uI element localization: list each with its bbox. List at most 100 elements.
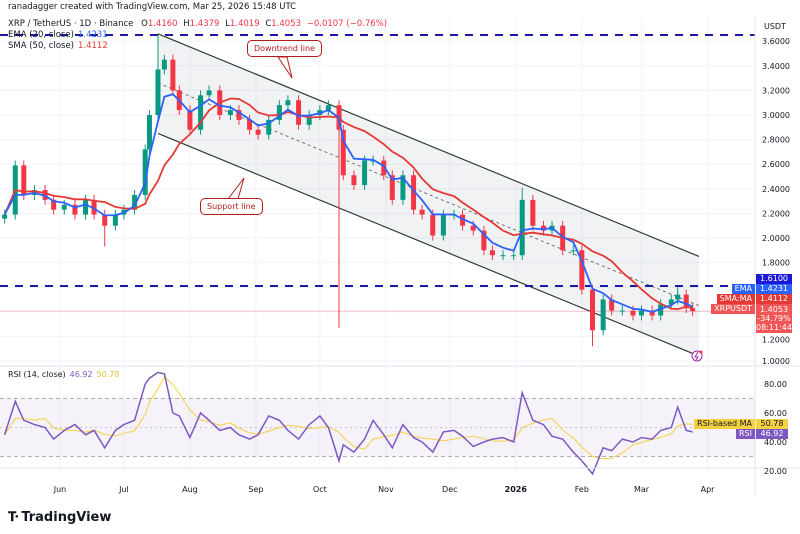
time-tick-label: Jul bbox=[118, 485, 129, 494]
price-tick-label: 3.4000 bbox=[762, 62, 790, 71]
price-tick-label: 2.6000 bbox=[762, 160, 790, 169]
lightning-icon[interactable] bbox=[691, 350, 703, 362]
candle-body bbox=[519, 199, 525, 256]
candle-body bbox=[570, 250, 576, 252]
rsi-legend[interactable]: RSI (14, close) 46.92 50.78 bbox=[8, 370, 119, 379]
price-tick-label: 2.2000 bbox=[762, 209, 790, 218]
rsi-tick-label: 20.00 bbox=[764, 467, 787, 476]
candle-body bbox=[351, 175, 357, 186]
time-tick-label: Nov bbox=[378, 485, 394, 494]
candle-body bbox=[460, 214, 466, 226]
support-callout[interactable]: Support line bbox=[200, 198, 263, 215]
ema-price-tag: 1.4231 bbox=[756, 284, 792, 294]
candle-body bbox=[132, 194, 138, 210]
candle-body bbox=[306, 115, 312, 125]
sma-value: 1.4112 bbox=[78, 41, 108, 51]
rsi-ma-value: 50.78 bbox=[96, 370, 120, 379]
candle-body bbox=[72, 204, 78, 215]
candle-body bbox=[530, 199, 536, 226]
candle-body bbox=[206, 90, 212, 96]
candle-body bbox=[91, 199, 97, 215]
support-line[interactable] bbox=[157, 132, 700, 357]
price-tick-label: 1.2000 bbox=[762, 335, 790, 344]
rsi-tag-label: RSI bbox=[736, 429, 755, 439]
candle-body bbox=[276, 105, 282, 120]
level-price-tag: 1.6100 bbox=[756, 274, 792, 284]
open-label: O bbox=[141, 19, 148, 29]
candle-body bbox=[489, 250, 495, 256]
candle-body bbox=[155, 69, 161, 115]
chart-credit: ranadagger created with TradingView.com,… bbox=[8, 2, 297, 12]
downtrend-callout[interactable]: Downtrend line bbox=[247, 40, 322, 57]
change-value: −0.0107 (−0.76%) bbox=[306, 19, 388, 29]
candle-body bbox=[638, 310, 644, 316]
percent-change: -34.79% bbox=[757, 314, 791, 323]
price-axis-unit: USDT bbox=[764, 22, 786, 31]
candle-body bbox=[142, 149, 148, 195]
sma-price-tag: 1.4112 bbox=[756, 294, 792, 304]
high-label: H bbox=[183, 19, 190, 29]
candle-body bbox=[541, 225, 547, 231]
candle-body bbox=[340, 129, 346, 176]
tradingview-logo[interactable]: 𝐓∙ TradingView bbox=[8, 510, 111, 525]
candle-body bbox=[198, 95, 204, 130]
sma-legend[interactable]: SMA (50, close) 1.4112 bbox=[8, 41, 108, 51]
close-label: C bbox=[265, 19, 272, 29]
rsi-ma-tag-label: RSI-based MA bbox=[694, 419, 755, 429]
candle-body bbox=[51, 199, 57, 210]
ema-legend[interactable]: EMA (20, close) 1.4231 bbox=[8, 30, 108, 40]
candle-body bbox=[400, 175, 406, 200]
symbol-title: XRP / TetherUS · 1D · Binance bbox=[8, 19, 134, 29]
downtrend-line[interactable] bbox=[157, 33, 700, 258]
candle-body bbox=[419, 209, 425, 215]
candle-body bbox=[649, 310, 655, 316]
candle-body bbox=[266, 119, 272, 135]
rsi-tick-label: 80.00 bbox=[764, 380, 787, 389]
time-tick-label: 2026 bbox=[505, 485, 528, 494]
symbol-legend[interactable]: XRP / TetherUS · 1D · Binance O1.4160 H1… bbox=[8, 19, 387, 29]
time-tick-label: Mar bbox=[634, 485, 650, 494]
time-axis[interactable]: Jun Jul Aug Sep Oct Nov Dec 2026 Feb Mar Apr bbox=[53, 485, 715, 494]
candle-body bbox=[579, 250, 585, 290]
time-tick-label: Jun bbox=[53, 485, 67, 494]
candle-body bbox=[325, 105, 331, 111]
candle-body bbox=[161, 59, 167, 70]
candle-body bbox=[170, 59, 176, 91]
last-price-tag: 1.4053 -34.79% 08:11:44 bbox=[756, 304, 792, 333]
price-tick-label: 3.0000 bbox=[762, 111, 790, 120]
candle-body bbox=[590, 289, 595, 331]
symbol-tag-label: XRPUSDT bbox=[711, 304, 755, 314]
rsi-tick-label: 40.00 bbox=[764, 438, 787, 447]
candle-body bbox=[389, 175, 395, 200]
sma-label: SMA (50, close) bbox=[8, 41, 74, 51]
last-price: 1.4053 bbox=[760, 305, 788, 314]
tradingview-logo-icon: 𝐓∙ bbox=[8, 510, 19, 525]
sma-tag-label: SMA:MA bbox=[716, 294, 755, 304]
ema-value: 1.4231 bbox=[77, 30, 108, 40]
candle-body bbox=[470, 225, 476, 231]
time-tick-label: Feb bbox=[575, 485, 589, 494]
candle-body bbox=[609, 299, 615, 311]
candle-body bbox=[146, 115, 152, 150]
candle-body bbox=[411, 175, 417, 210]
candle-body bbox=[227, 110, 233, 115]
candle-body bbox=[102, 214, 108, 226]
low-value: 1.4019 bbox=[229, 19, 260, 29]
candle-body bbox=[296, 100, 302, 125]
candle-body bbox=[430, 214, 436, 236]
rsi-tag: 46.92 bbox=[756, 429, 788, 439]
candle-body bbox=[619, 310, 625, 312]
candle-body bbox=[247, 119, 253, 130]
price-tick-label: 1.8000 bbox=[762, 259, 790, 268]
candle-body bbox=[500, 255, 506, 257]
high-value: 1.4379 bbox=[189, 19, 220, 29]
price-axis[interactable]: 3.6000 3.4000 3.2000 3.0000 2.8000 2.6000 2.40… bbox=[762, 37, 790, 366]
candle-body bbox=[285, 100, 291, 106]
rsi-value: 46.92 bbox=[69, 370, 93, 379]
rsi-ma-line bbox=[4, 376, 693, 460]
time-tick-label: Dec bbox=[442, 485, 457, 494]
candle-body bbox=[675, 294, 681, 300]
ema-20-line bbox=[3, 93, 693, 313]
rsi-axis[interactable]: 80.00 60.00 40.00 20.00 bbox=[764, 380, 787, 476]
